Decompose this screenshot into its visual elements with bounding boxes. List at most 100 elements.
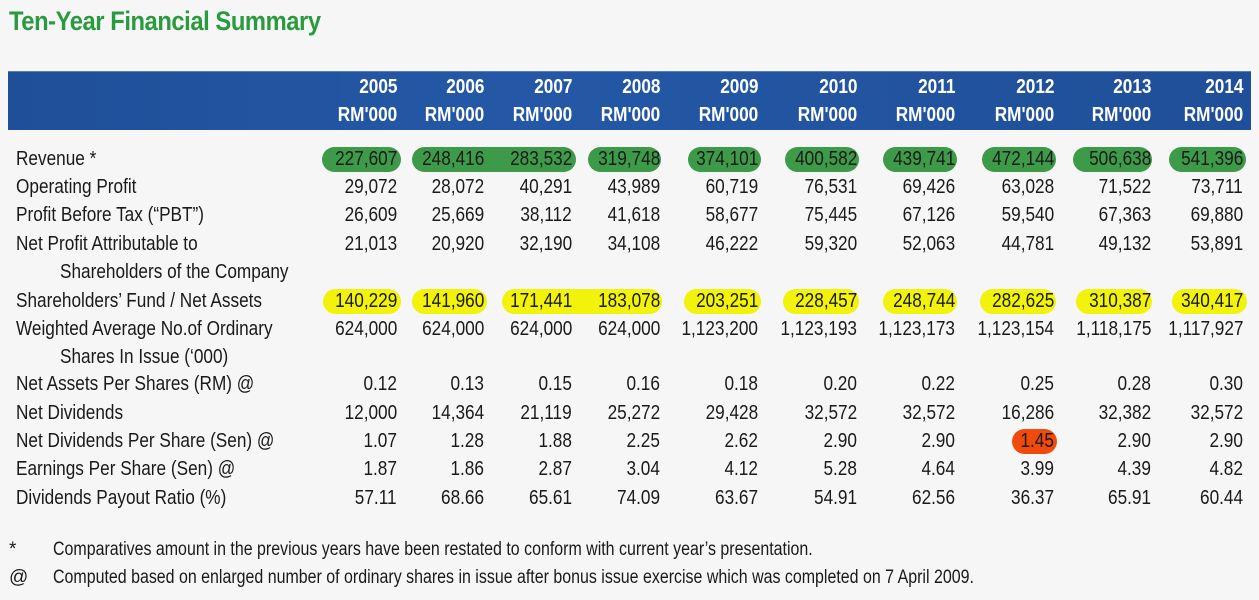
highlight-pill — [883, 289, 957, 314]
highlight-pill — [1172, 289, 1247, 314]
table-cell: 624,000 — [334, 318, 397, 340]
column-header-year: 2009 — [719, 76, 758, 98]
table-cell: 319,748 — [597, 148, 660, 170]
table-cell: 4.12 — [724, 458, 758, 480]
table-cell: 4.39 — [1117, 458, 1151, 480]
table-cell: 21,013 — [344, 233, 397, 255]
row-label: Weighted Average No.of Ordinary — [16, 318, 273, 340]
table-cell: 1.07 — [363, 430, 397, 452]
table-cell: 4.82 — [1209, 458, 1243, 480]
highlight-pill — [412, 289, 487, 314]
table-cell: 58,677 — [705, 204, 758, 226]
row-label: Shareholders’ Fund / Net Assets — [16, 290, 263, 312]
table-cell: 49,132 — [1098, 233, 1151, 255]
table-cell: 1.87 — [363, 458, 397, 480]
table-cell: 28,072 — [431, 176, 484, 198]
table-cell: 57.11 — [355, 487, 397, 509]
table-cell: 25,669 — [431, 204, 484, 226]
table-cell: 46,222 — [705, 233, 758, 255]
table-cell: 2.62 — [724, 430, 758, 452]
highlight-pill — [1076, 289, 1152, 314]
table-cell: 310,387 — [1088, 290, 1151, 312]
table-cell: 0.22 — [921, 373, 955, 395]
column-header-year: 2007 — [533, 76, 572, 98]
footnote-mark: @ — [9, 567, 29, 588]
column-header-year: 2011 — [917, 76, 955, 98]
table-cell: 71,522 — [1098, 176, 1151, 198]
table-cell: 1,117,927 — [1167, 318, 1243, 340]
table-cell: 62.56 — [911, 487, 955, 509]
table-cell: 0.15 — [538, 373, 572, 395]
table-cell: 74.09 — [616, 487, 660, 509]
table-cell: 2.90 — [823, 430, 857, 452]
footnote-mark: * — [9, 539, 17, 560]
table-cell: 472,144 — [991, 148, 1054, 170]
table-cell: 40,291 — [519, 176, 572, 198]
table-cell: 439,741 — [892, 148, 955, 170]
table-cell: 227,607 — [334, 148, 397, 170]
table-cell: 59,320 — [804, 233, 857, 255]
table-cell: 171,441 — [509, 290, 572, 312]
table-cell: 25,272 — [607, 402, 660, 424]
table-cell: 400,582 — [794, 148, 857, 170]
table-cell: 63.67 — [714, 487, 758, 509]
table-cell: 32,572 — [804, 402, 857, 424]
highlight-pill — [688, 147, 761, 172]
table-cell: 32,382 — [1098, 402, 1151, 424]
row-label: Net Dividends Per Share (Sen) @ — [16, 430, 275, 452]
highlight-pill — [980, 289, 1056, 314]
table-cell: 14,364 — [431, 402, 484, 424]
row-label: Profit Before Tax (“PBT”) — [16, 204, 204, 226]
table-cell: 2.90 — [921, 430, 955, 452]
table-cell: 32,572 — [902, 402, 955, 424]
table-cell: 41,618 — [607, 204, 660, 226]
table-cell: 16,286 — [1001, 402, 1054, 424]
column-header-unit: RM'000 — [424, 104, 484, 126]
column-header-year: 2012 — [1015, 76, 1054, 98]
table-cell: 54.91 — [813, 487, 857, 509]
footnote-text: Comparatives amount in the previous year… — [53, 539, 813, 560]
table-cell: 2.90 — [1117, 430, 1151, 452]
table-cell: 52,063 — [902, 233, 955, 255]
page-title: Ten-Year Financial Summary — [9, 6, 321, 36]
table-cell: 38,112 — [520, 204, 572, 226]
table-cell: 0.25 — [1020, 373, 1054, 395]
row-label: Operating Profit — [16, 176, 137, 198]
table-cell: 21,119 — [520, 402, 572, 424]
table-cell: 183,078 — [597, 290, 660, 312]
highlight-pill — [1073, 147, 1152, 172]
table-cell: 65.91 — [1107, 487, 1151, 509]
table-cell: 2.87 — [538, 458, 572, 480]
column-header-year: 2014 — [1204, 76, 1243, 98]
row-label: Dividends Payout Ratio (%) — [16, 487, 227, 509]
highlight-pill — [1012, 429, 1057, 454]
table-cell: 248,744 — [892, 290, 955, 312]
row-label: Net Assets Per Shares (RM) @ — [16, 373, 255, 395]
row-label-continued: Shares In Issue (‘000) — [60, 346, 229, 368]
table-cell: 0.20 — [823, 373, 857, 395]
table-cell: 4.64 — [921, 458, 955, 480]
table-cell: 624,000 — [597, 318, 660, 340]
table-cell: 59,540 — [1001, 204, 1054, 226]
table-cell: 2.25 — [626, 430, 660, 452]
table-cell: 1.28 — [450, 430, 484, 452]
highlight-pill — [322, 147, 401, 172]
highlight-pill — [982, 147, 1056, 172]
highlight-pill — [502, 289, 662, 314]
table-cell: 69,880 — [1190, 204, 1243, 226]
highlight-pill — [1169, 147, 1246, 172]
table-cell: 1.45 — [1020, 430, 1054, 452]
highlight-pill — [783, 289, 859, 314]
table-cell: 63,028 — [1001, 176, 1054, 198]
table-cell: 2.90 — [1209, 430, 1243, 452]
table-cell: 283,532 — [509, 148, 572, 170]
column-header-year: 2013 — [1112, 76, 1151, 98]
table-cell: 73,711 — [1191, 176, 1243, 198]
table-cell: 0.12 — [363, 373, 397, 395]
column-header-unit: RM'000 — [337, 104, 397, 126]
table-cell: 228,457 — [794, 290, 857, 312]
column-header-unit: RM'000 — [698, 104, 758, 126]
table-cell: 67,363 — [1098, 204, 1151, 226]
table-cell: 36.37 — [1010, 487, 1054, 509]
column-header-year: 2005 — [358, 76, 397, 98]
